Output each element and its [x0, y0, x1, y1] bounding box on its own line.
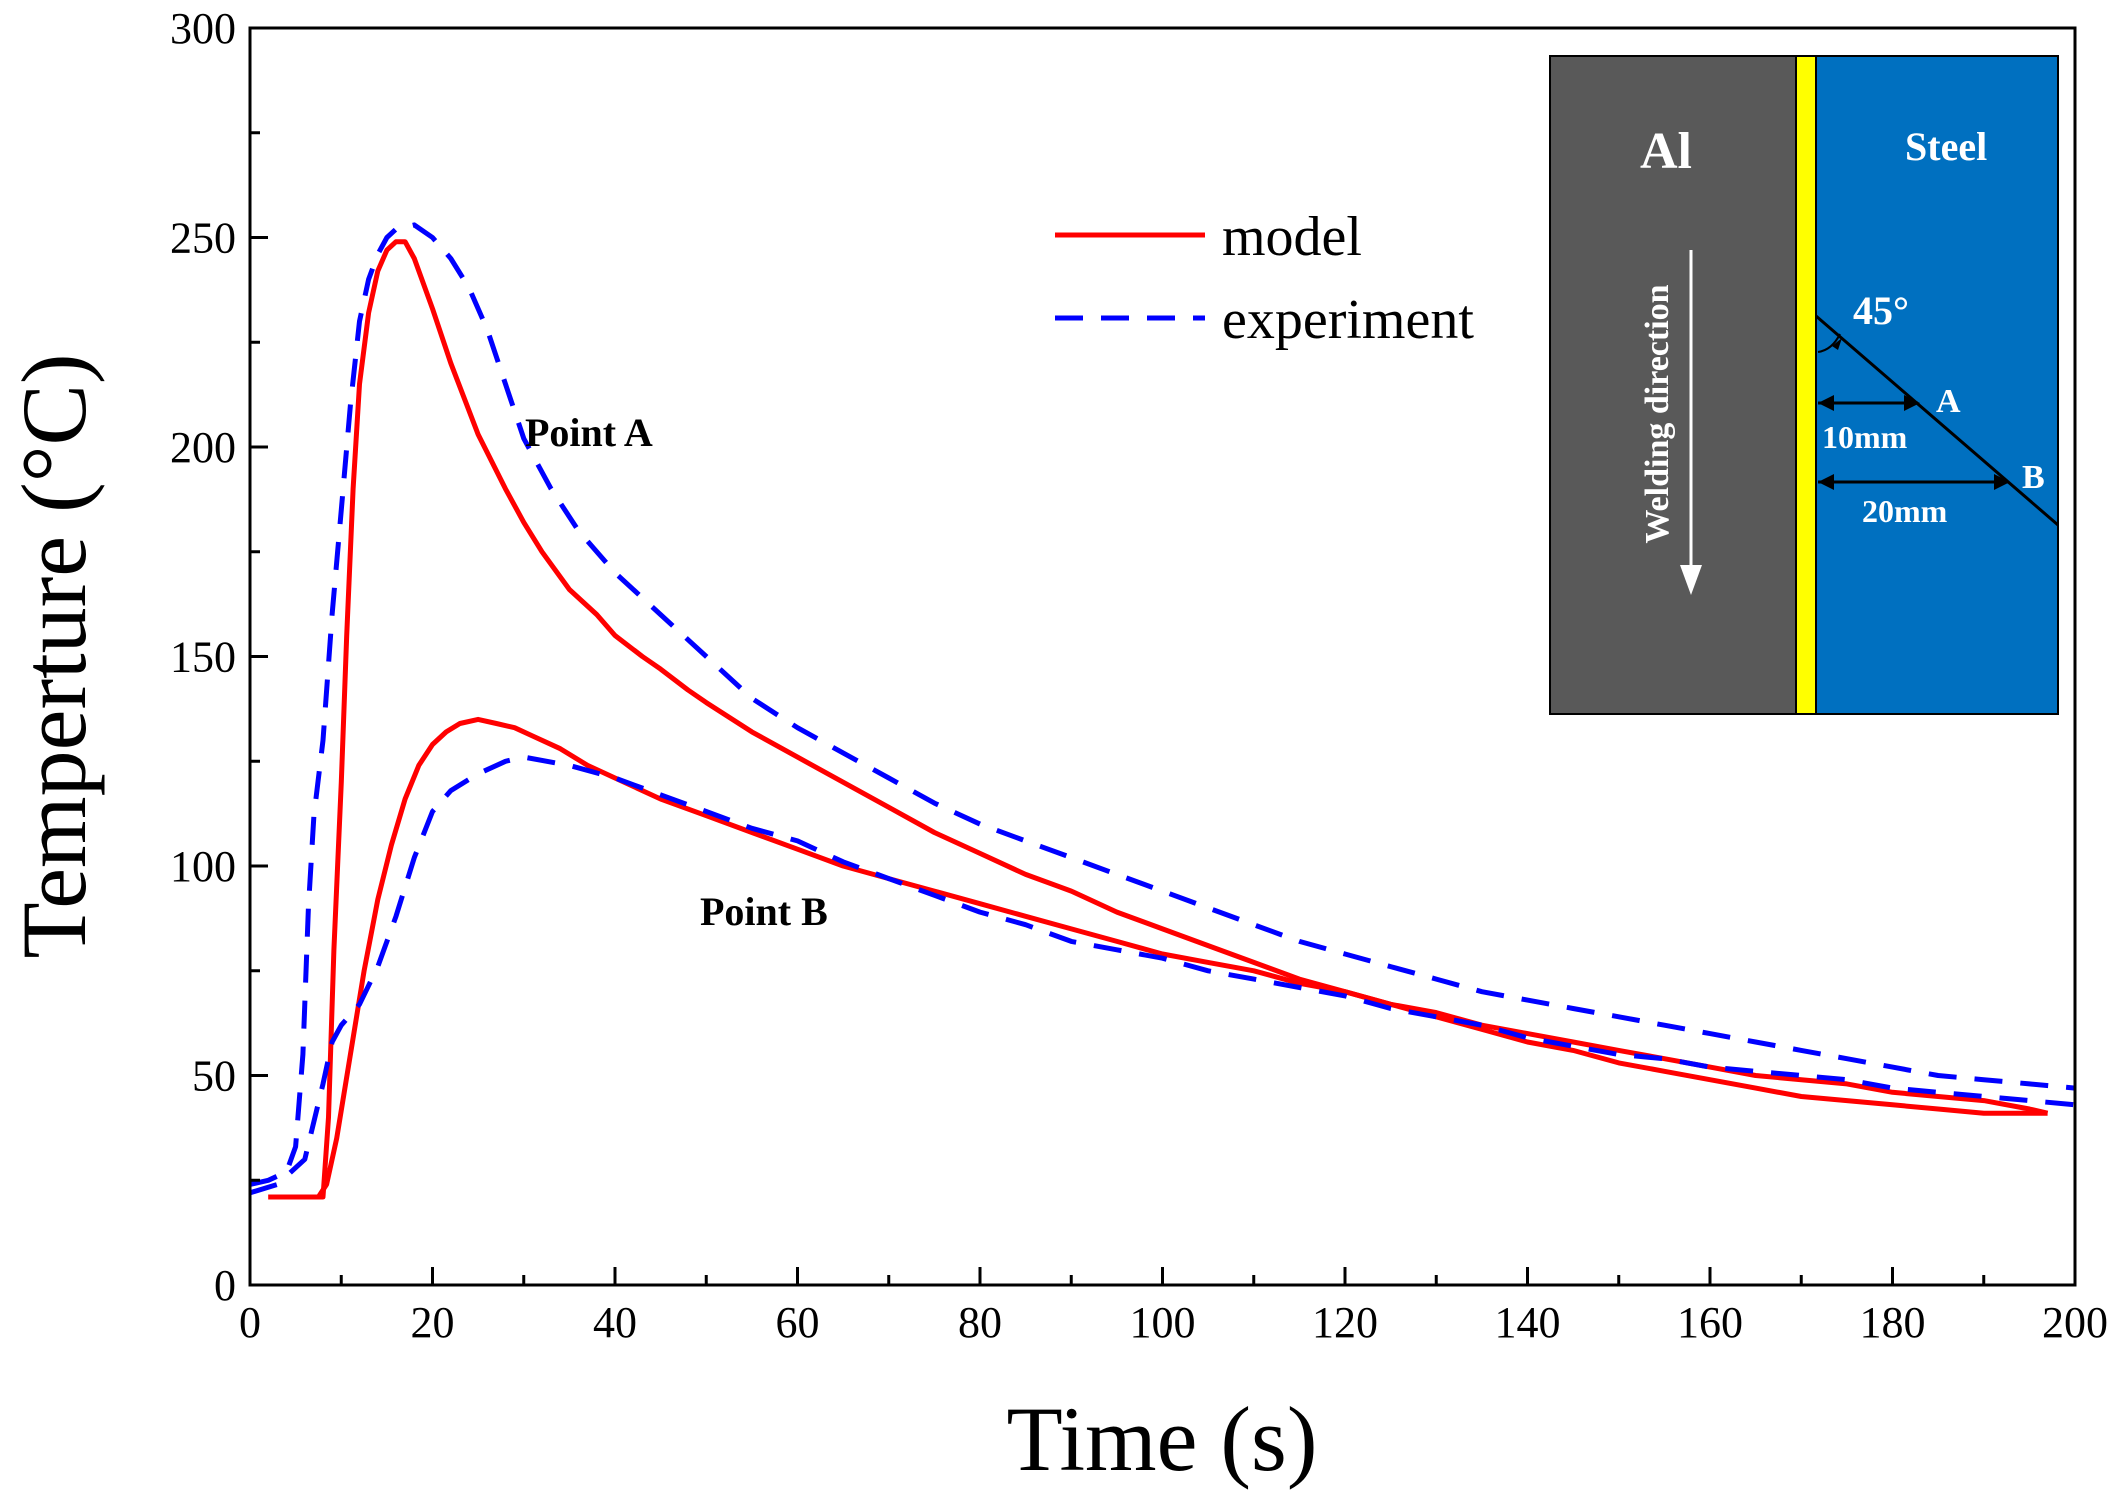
inset-weld-seam [1795, 55, 1817, 715]
series-model-point-a [268, 239, 2048, 1200]
x-tick-label: 200 [2042, 1298, 2108, 1347]
x-axis: 0 20 40 60 80 100 120 140 160 180 200 [239, 1267, 2108, 1347]
legend-label-experiment: experiment [1222, 289, 1474, 351]
x-tick-label: 140 [1495, 1298, 1561, 1347]
x-tick-label: 80 [958, 1298, 1002, 1347]
y-tick-label: 200 [170, 423, 236, 472]
inset-point-b-label: B [2022, 459, 2045, 496]
dimension-arrow-right-icon [1904, 395, 1920, 411]
y-tick-label: 300 [170, 4, 236, 53]
inset-aluminum-plate [1549, 55, 1797, 715]
x-tick-label: 100 [1130, 1298, 1196, 1347]
arrow-down-icon [1680, 565, 1702, 595]
y-tick-label: 250 [170, 214, 236, 263]
series-layer [249, 222, 2076, 1200]
x-tick-label: 120 [1312, 1298, 1378, 1347]
y-tick-label: 50 [192, 1052, 236, 1101]
dimension-arrow-left-icon [1818, 395, 1834, 411]
inset-label-al: Al [1640, 123, 1692, 180]
inset-section-line [1815, 314, 2059, 527]
inset-dimension-20mm: 20mm [1862, 493, 1948, 529]
inset-angle-label: 45° [1853, 288, 1909, 333]
inset-angle-arc [1817, 333, 1841, 353]
annotation-point-b: Point B [700, 889, 828, 934]
x-tick-label: 180 [1860, 1298, 1926, 1347]
inset-label-steel: Steel [1905, 124, 1987, 169]
inset-diagram: Al Steel Welding direction 45° A 10mm B … [1549, 55, 2059, 715]
series-experiment-point-b [249, 754, 2076, 1196]
x-tick-label: 160 [1677, 1298, 1743, 1347]
legend: model experiment [1055, 206, 1474, 351]
inset-welding-direction: Welding direction [1639, 284, 1676, 543]
inset-steel-plate [1815, 55, 2059, 715]
x-axis-title: Time (s) [1007, 1388, 1318, 1490]
angle-arrow-icon [1832, 338, 1842, 350]
inset-point-a-label: A [1936, 383, 1961, 420]
x-tick-label: 20 [411, 1298, 455, 1347]
y-tick-label: 150 [170, 633, 236, 682]
y-axis: 0 50 100 150 200 250 300 [170, 4, 268, 1310]
dimension-arrow-right-icon [1994, 474, 2010, 490]
x-tick-label: 60 [776, 1298, 820, 1347]
y-tick-label: 100 [170, 842, 236, 891]
inset-dimension-10mm: 10mm [1822, 419, 1908, 455]
x-tick-label: 40 [593, 1298, 637, 1347]
annotation-point-a: Point A [525, 410, 653, 455]
y-axis-title: Temperture (°C) [3, 353, 105, 958]
series-experiment-point-a [249, 222, 2076, 1187]
legend-label-model: model [1222, 206, 1362, 268]
y-tick-label: 0 [214, 1261, 236, 1310]
x-tick-label: 0 [239, 1298, 261, 1347]
dimension-arrow-left-icon [1818, 474, 1834, 490]
